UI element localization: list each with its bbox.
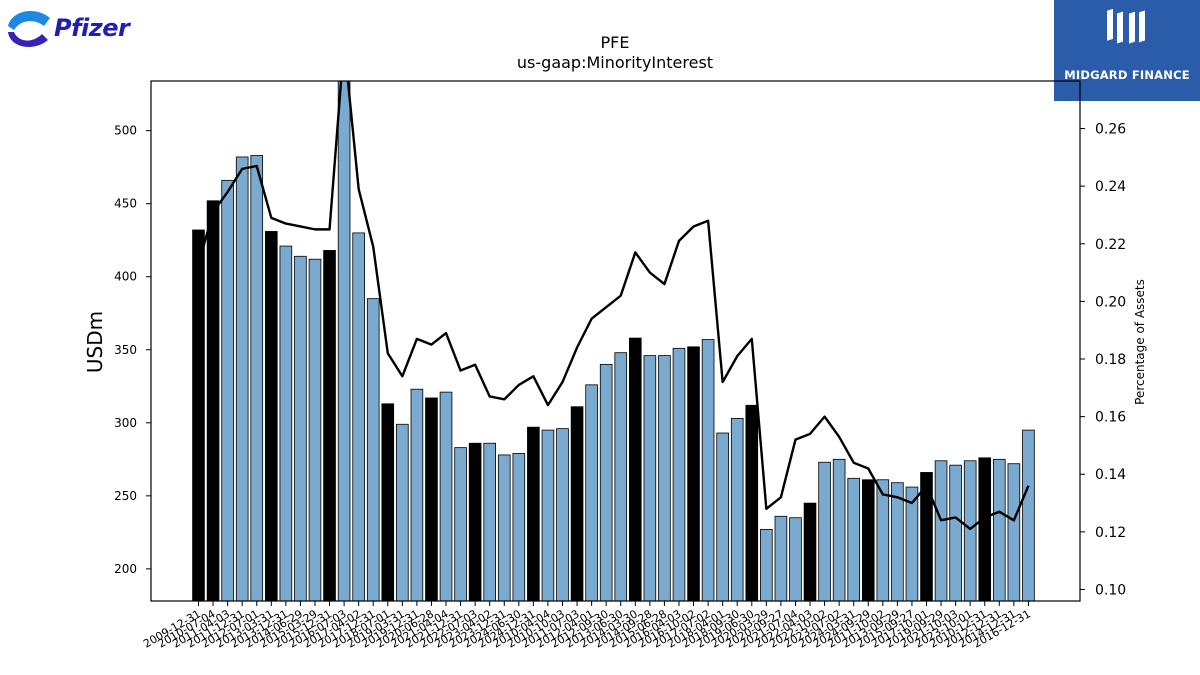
bar-8 [308, 258, 322, 602]
bar-4 [250, 155, 264, 602]
y2-tick-label-0.22: 0.22 [1095, 237, 1126, 253]
bar-19 [468, 442, 482, 602]
y-tick-label-400: 400 [114, 270, 137, 284]
y2-tick-label-0.20: 0.20 [1095, 294, 1126, 310]
bar-39 [760, 529, 773, 602]
bar-45 [847, 477, 860, 602]
bar-7 [294, 255, 307, 602]
bar-5 [264, 231, 278, 602]
bar-18 [454, 447, 467, 602]
bar-23 [527, 426, 540, 602]
bar-series [192, 80, 1035, 602]
y2-axis-label: Percentage of Assets [1133, 279, 1147, 405]
bar-42 [803, 502, 817, 602]
bar-30 [629, 337, 642, 602]
y2-tick-label-0.12: 0.12 [1095, 525, 1126, 541]
bar-6 [279, 245, 293, 602]
bar-11 [352, 232, 365, 602]
bar-29 [614, 352, 628, 602]
bar-40 [774, 515, 788, 602]
bar-35 [701, 339, 715, 602]
bar-57 [1022, 429, 1035, 602]
midgard-wordmark: MIDGARD FINANCE [1064, 68, 1190, 82]
bar-37 [730, 418, 744, 602]
bar-46 [861, 479, 875, 602]
bar-33 [672, 347, 686, 602]
bar-22 [512, 453, 526, 602]
bar-9 [323, 250, 336, 602]
bar-15 [410, 388, 424, 602]
axes: 200 250 300 350 400 450 500 0.10 0.12 0.14 0.16 0.1… [114, 80, 1126, 602]
bar-17 [439, 391, 453, 602]
y-tick-label-300: 300 [114, 416, 137, 430]
plot-frame [150, 80, 1081, 602]
bar-44 [832, 458, 846, 602]
pfizer-logo: Pfizer [4, 4, 134, 60]
bar-32 [658, 355, 671, 602]
bar-14 [396, 423, 409, 602]
bar-43 [818, 461, 831, 602]
bar-47 [876, 479, 890, 602]
bar-13 [381, 403, 395, 602]
bar-54 [978, 457, 992, 602]
y2-tick-label-0.10: 0.10 [1095, 582, 1126, 598]
y-axis-label: USDm [83, 311, 107, 373]
y2-tick-label-0.26: 0.26 [1095, 122, 1126, 138]
pct-of-assets-line [197, 81, 1030, 531]
bar-56 [1007, 463, 1021, 602]
y-tick-label-500: 500 [114, 124, 137, 138]
bar-3 [235, 156, 249, 602]
bar-0 [192, 229, 205, 602]
bar-41 [789, 517, 802, 602]
line-series [197, 81, 1030, 531]
bar-53 [963, 460, 977, 602]
y2-tick-label-0.24: 0.24 [1095, 179, 1126, 195]
bar-55 [993, 458, 1006, 602]
bar-38 [745, 404, 759, 602]
pfizer-wordmark: Pfizer [54, 14, 130, 42]
bar-24 [541, 429, 555, 602]
midgard-emblem-icon [1107, 8, 1145, 44]
y2-tick-label-0.16: 0.16 [1095, 410, 1126, 426]
x-axis-ticks: 2009-12-312010-07-042011-04-032011-12-31… [141, 601, 1033, 651]
bar-25 [556, 428, 569, 602]
y-tick-label-350: 350 [114, 343, 137, 357]
y-tick-label-250: 250 [114, 489, 137, 503]
y2-tick-label-0.18: 0.18 [1095, 352, 1126, 368]
bar-26 [570, 406, 584, 602]
bar-31 [643, 355, 657, 602]
y2-tick-label-0.14: 0.14 [1095, 467, 1126, 483]
bar-52 [949, 464, 962, 602]
bar-51 [934, 460, 948, 602]
bar-16 [425, 397, 438, 602]
midgard-finance-logo: MIDGARD FINANCE [1054, 0, 1200, 101]
bar-36 [716, 432, 729, 602]
bar-28 [599, 363, 613, 602]
y-tick-label-200: 200 [114, 562, 137, 576]
bar-10 [337, 80, 351, 602]
bar-1 [206, 200, 220, 602]
bar-20 [483, 442, 496, 602]
bar-12 [366, 298, 380, 602]
chart-title: PFE [601, 33, 630, 52]
bar-48 [891, 482, 904, 602]
bar-27 [585, 384, 598, 602]
pfizer-pill-icon [8, 11, 50, 47]
chart-subtitle: us-gaap:MinorityInterest [517, 53, 713, 72]
bar-21 [497, 454, 511, 602]
bar-2 [221, 179, 234, 602]
bar-34 [687, 346, 700, 602]
y-tick-label-450: 450 [114, 197, 137, 211]
